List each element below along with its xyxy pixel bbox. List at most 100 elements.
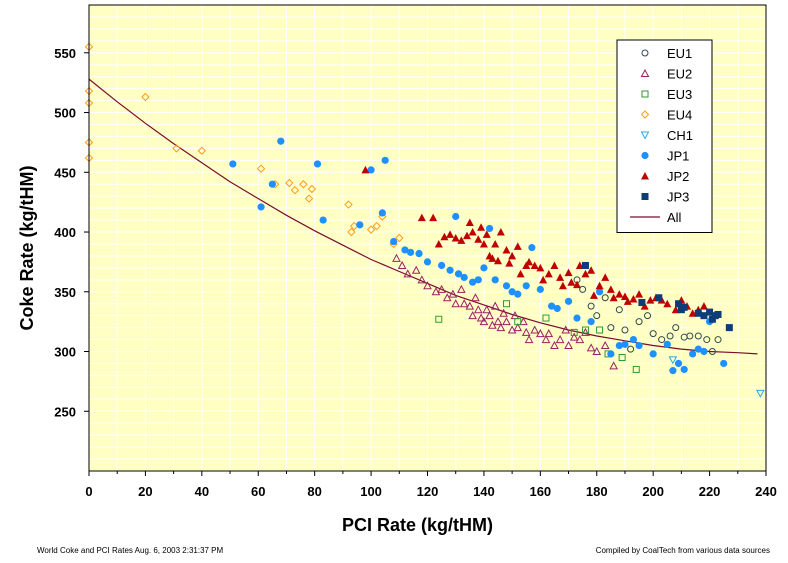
point-jp1 [378,209,386,217]
point-eu4 [290,185,300,195]
point-jp2 [494,256,503,265]
x-axis-ticks: 0 20 40 60 80 100 120 140 160 180 200 220 240 [85,471,777,499]
point-eu3 [570,328,578,336]
point-eu3 [581,326,589,334]
point-eu1 [686,332,694,340]
y-tick-label: 250 [54,404,76,419]
point-eu4 [304,194,314,203]
point-eu1 [601,294,609,302]
point-jp2 [663,299,672,308]
point-eu1 [627,345,635,353]
point-jp1 [663,340,671,348]
legend-marker-eu3 [641,90,649,98]
point-jp1 [502,282,511,290]
point-eu2 [468,311,477,320]
point-jp3 [714,310,722,318]
point-jp1 [480,264,488,272]
point-jp2 [482,230,491,238]
point-eu3 [618,353,626,361]
point-jp1 [423,258,432,266]
point-eu2 [431,287,441,296]
x-tick-label: 40 [195,484,209,499]
point-jp2 [595,281,604,290]
point-eu2 [592,346,602,356]
point-jp2 [589,291,598,299]
point-jp1 [257,203,265,211]
point-jp3 [675,300,683,308]
point-jp1 [381,156,389,164]
point-eu2 [451,299,461,308]
point-eu2 [507,325,517,334]
point-eu2 [459,299,469,308]
point-jp1 [491,276,499,284]
point-jp1 [406,248,415,256]
point-eu4 [372,221,381,231]
point-jp2 [479,239,488,248]
point-eu4 [197,146,207,155]
point-jp2 [635,290,644,298]
point-eu2 [465,301,475,310]
point-jp2 [516,269,525,278]
point-eu1 [694,332,702,340]
point-eu2 [403,269,413,278]
point-jp1 [522,282,530,290]
point-jp1 [438,261,446,270]
x-tick-label: 180 [586,484,608,499]
point-eu3 [435,315,443,323]
point-jp1 [536,285,544,293]
point-eu2 [535,329,545,338]
point-eu3 [514,318,522,326]
point-jp1 [508,288,516,296]
point-eu4 [366,225,376,234]
x-tick-label: 220 [699,484,721,499]
point-jp2 [558,281,567,290]
point-ch1 [756,389,765,398]
vertical-gridlines [116,5,739,471]
point-jp1 [485,224,494,233]
point-eu2 [561,325,571,334]
point-eu4 [395,233,404,243]
x-tick-label: 80 [307,484,321,499]
legend-marker-eu4 [640,110,650,119]
point-eu1 [714,336,722,344]
point-jp2 [536,263,545,272]
point-jp2 [615,290,624,298]
point-jp1 [313,160,322,168]
point-jp1 [629,335,638,344]
point-eu4 [344,200,353,209]
point-jp1 [401,246,409,254]
point-jp3 [680,303,688,311]
trend-line-all [88,78,758,355]
point-jp1 [635,341,643,350]
point-eu1 [658,336,666,344]
point-jp1 [694,345,702,353]
point-jp2 [508,251,517,260]
legend-marker-jp2 [641,172,649,180]
point-jp2 [688,309,697,317]
point-eu2 [411,265,421,274]
point-eu2 [575,335,585,344]
footer-left-caption: World Coke and PCI Rates Aug. 6, 2003 2:… [37,546,224,555]
point-jp1 [469,278,477,286]
point-jp2 [361,165,370,174]
y-tick-label: 550 [54,46,76,61]
point-jp1 [607,350,615,358]
x-axis-title: PCI Rate (kg/tHM) [342,515,493,535]
point-jp1 [615,341,623,350]
y-tick-label: 350 [54,285,76,300]
point-jp2 [491,239,500,248]
point-jp2 [601,273,610,281]
point-jp2 [474,235,483,243]
legend-marker-jp3 [641,193,649,200]
point-eu4 [285,178,294,188]
y-tick-label: 400 [54,225,76,240]
point-eu2 [482,305,492,314]
point-jp2 [434,239,443,248]
point-jp1 [446,266,454,274]
point-eu2 [513,323,523,332]
point-jp3 [706,308,714,316]
point-jp2 [564,268,573,277]
point-jp1 [390,237,398,246]
point-jp2 [544,269,553,278]
